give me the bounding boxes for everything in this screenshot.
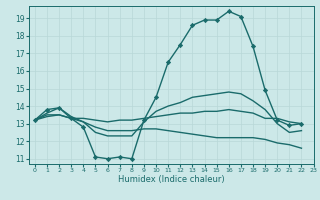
- X-axis label: Humidex (Indice chaleur): Humidex (Indice chaleur): [118, 175, 225, 184]
